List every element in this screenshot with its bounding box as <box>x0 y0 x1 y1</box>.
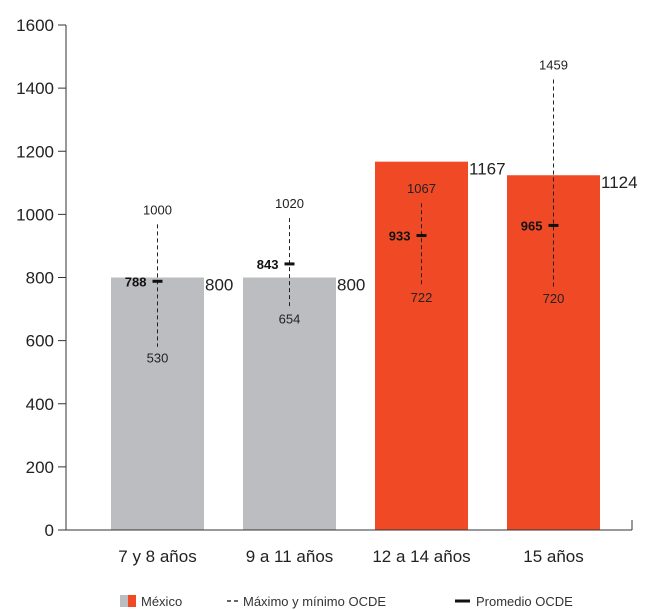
legend-swatch-mexico-gray <box>120 595 128 607</box>
y-tick-label: 800 <box>26 269 54 288</box>
y-tick-label: 600 <box>26 332 54 351</box>
bar-value-label: 800 <box>205 276 233 295</box>
legend-swatch-mexico-red <box>128 595 136 607</box>
y-tick-label: 1600 <box>16 16 54 35</box>
bars: 800 1000 530 788 800 1020 654 843 1167 1067 722 933… <box>111 58 638 531</box>
y-tick-label: 200 <box>26 458 54 477</box>
bar-mexico <box>243 277 336 530</box>
x-category-label: 7 y 8 años <box>118 547 196 566</box>
bar-mexico <box>375 161 468 530</box>
max-label: 1067 <box>407 181 436 196</box>
min-label: 654 <box>279 312 301 327</box>
y-axis: 0 200 400 600 800 1000 1200 1400 1600 <box>16 16 67 540</box>
min-label: 722 <box>411 290 433 305</box>
x-axis: 7 y 8 años 9 a 11 años 12 a 14 años 15 años <box>66 520 633 566</box>
bar-value-label: 800 <box>337 276 365 295</box>
y-tick-label: 0 <box>45 521 54 540</box>
legend: México Máximo y mínimo OCDE Promedio OCD… <box>120 594 573 609</box>
bar-mexico <box>111 277 204 530</box>
y-tick-label: 1200 <box>16 142 54 161</box>
y-tick-label: 1000 <box>16 205 54 224</box>
min-label: 530 <box>147 351 169 366</box>
min-label: 720 <box>543 291 565 306</box>
average-label: 788 <box>125 274 147 289</box>
average-label: 965 <box>521 218 543 233</box>
x-category-label: 12 a 14 años <box>372 547 470 566</box>
bar-value-label: 1167 <box>469 160 506 179</box>
legend-label-average: Promedio OCDE <box>476 594 573 609</box>
y-tick-label: 1400 <box>16 79 54 98</box>
average-label: 933 <box>389 229 411 244</box>
x-category-label: 15 años <box>523 547 584 566</box>
x-category-label: 9 a 11 años <box>246 547 334 566</box>
y-tick-label: 400 <box>26 395 54 414</box>
max-label: 1000 <box>143 202 172 217</box>
bar-value-label: 1124 <box>601 173 638 192</box>
average-label: 843 <box>257 257 279 272</box>
max-label: 1020 <box>275 196 304 211</box>
legend-label-mexico: México <box>141 594 182 609</box>
max-label: 1459 <box>539 58 568 73</box>
legend-label-range: Máximo y mínimo OCDE <box>243 594 386 609</box>
